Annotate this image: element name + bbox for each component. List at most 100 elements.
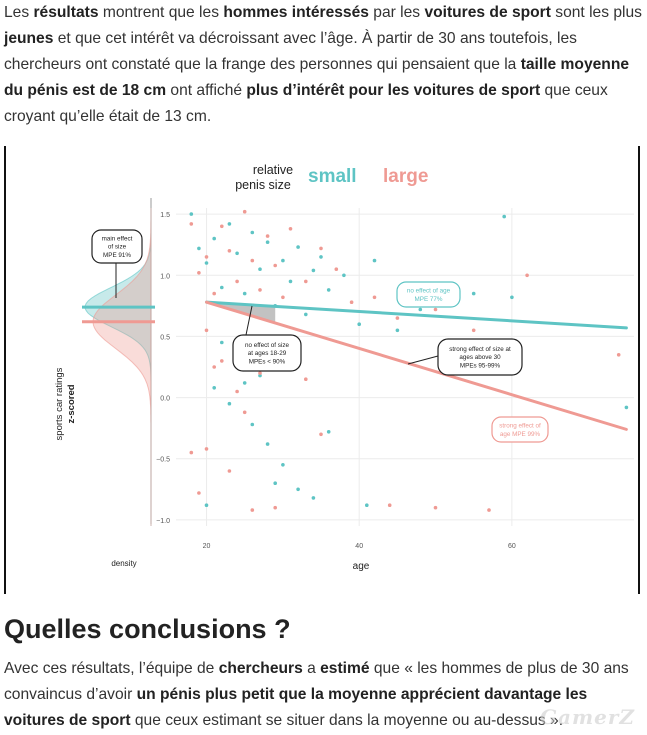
bold-text: voitures de sport bbox=[424, 4, 551, 21]
data-point-large bbox=[250, 508, 255, 512]
data-point-large bbox=[227, 469, 232, 473]
data-point-small bbox=[311, 268, 316, 273]
data-point-small bbox=[471, 291, 476, 296]
data-point-small bbox=[502, 214, 507, 219]
y-axis-label-line2: z-scored bbox=[66, 384, 77, 423]
data-point-small bbox=[212, 386, 216, 390]
text-run: ont affiché bbox=[166, 82, 247, 99]
annotation-text: at ages 18-29 bbox=[248, 350, 287, 357]
density-curve-large bbox=[92, 208, 152, 526]
annotation-box-strong-effect-size bbox=[437, 338, 523, 376]
data-point-large bbox=[319, 246, 323, 251]
annotation-text: MPE 91% bbox=[103, 252, 131, 259]
density-label: density bbox=[111, 559, 136, 568]
data-point-small bbox=[265, 442, 270, 446]
watermark-logo: GamerZ bbox=[539, 705, 635, 729]
data-point-small bbox=[242, 291, 247, 296]
annotation-box-no-effect-age bbox=[396, 281, 461, 308]
data-point-small bbox=[288, 279, 293, 284]
annotation-text: age MPE 99% bbox=[500, 431, 541, 438]
y-tick-label: 1.5 bbox=[160, 212, 170, 219]
data-point-large bbox=[334, 267, 339, 271]
data-point-large bbox=[204, 328, 209, 333]
data-point-large bbox=[204, 255, 209, 259]
data-point-small bbox=[319, 255, 323, 259]
annotation-text: MPEs 95-99% bbox=[460, 362, 501, 369]
data-point-small bbox=[395, 328, 400, 333]
data-point-large bbox=[525, 273, 529, 278]
data-point-large bbox=[235, 279, 239, 284]
text-run: montrent que les bbox=[98, 4, 224, 21]
data-point-large bbox=[395, 316, 400, 320]
data-point-small bbox=[326, 288, 331, 292]
bold-text: résultats bbox=[33, 4, 99, 21]
annotation-text: main effect bbox=[102, 236, 133, 243]
bold-text: plus d’intérêt pour les voitures de spor… bbox=[246, 82, 541, 99]
data-point-large bbox=[197, 271, 201, 275]
data-point-small bbox=[296, 245, 300, 249]
data-point-large bbox=[281, 295, 285, 300]
data-point-small bbox=[227, 401, 232, 406]
annotation-box-strong-effect-age bbox=[491, 416, 549, 443]
bold-text: taille moyenne du pénis est de 18 cm bbox=[4, 56, 630, 99]
data-point-small bbox=[204, 503, 209, 508]
data-point-small bbox=[250, 230, 255, 235]
annotation-text: of size bbox=[108, 244, 127, 251]
data-point-large bbox=[227, 249, 232, 253]
data-point-large bbox=[258, 371, 262, 375]
data-point-small bbox=[304, 312, 308, 317]
data-point-small bbox=[265, 240, 270, 244]
data-point-large bbox=[349, 300, 354, 304]
annotation-pointer bbox=[245, 305, 253, 336]
text-run: que ceux croyant qu’elle était de 13 cm. bbox=[4, 82, 608, 125]
y-tick-label: 0.0 bbox=[160, 396, 170, 403]
text-run: que ceux estimant se situer dans la moye… bbox=[130, 712, 564, 729]
data-point-small bbox=[510, 295, 514, 300]
data-point-small bbox=[273, 481, 278, 486]
data-point-small bbox=[624, 405, 629, 410]
data-point-small bbox=[189, 212, 194, 216]
legend-small: small bbox=[308, 166, 357, 187]
data-point-small bbox=[342, 273, 346, 278]
data-point-small bbox=[242, 381, 247, 385]
annotation-text: MPE 77% bbox=[415, 296, 443, 303]
text-run: et que cet intérêt va décroissant avec l… bbox=[4, 30, 577, 73]
y-tick-label: −0.5 bbox=[156, 457, 170, 464]
text-run: a bbox=[302, 660, 321, 677]
data-point-small bbox=[212, 236, 216, 241]
annotation-text: MPEs < 90% bbox=[249, 358, 286, 365]
data-point-large bbox=[273, 505, 278, 510]
data-point-large bbox=[372, 295, 377, 300]
data-point-large bbox=[273, 263, 278, 268]
annotation-pointer bbox=[407, 355, 439, 365]
text-run: Les bbox=[4, 4, 34, 21]
annotation-text: strong effect of size at bbox=[449, 346, 511, 353]
bold-text: un pénis plus petit que la moyenne appré… bbox=[4, 686, 588, 729]
data-point-large bbox=[433, 307, 438, 312]
annotation-text: no effect of size bbox=[245, 342, 289, 349]
legend-large: large bbox=[383, 166, 428, 187]
text-run: que « les hommes de plus de 30 ans conva… bbox=[4, 660, 629, 703]
annotation-text: ages above 30 bbox=[459, 354, 501, 361]
annotation-box-no-effect-young bbox=[232, 334, 302, 372]
y-tick-label: 1.0 bbox=[160, 273, 170, 280]
data-point-large bbox=[220, 224, 224, 229]
data-point-large bbox=[220, 359, 224, 363]
data-point-large bbox=[212, 291, 216, 296]
data-point-small bbox=[418, 307, 423, 312]
annotation-box-main-effect bbox=[91, 229, 143, 264]
scatter-chart: 1.5 1.0 0.5 0.0 −0.5 −1.0 20 40 60 relativepenis … bbox=[54, 163, 634, 572]
data-point-small bbox=[204, 261, 209, 265]
data-point-small bbox=[235, 251, 239, 256]
data-point-large bbox=[319, 432, 323, 437]
data-point-large bbox=[288, 227, 293, 231]
trend-line-small bbox=[205, 300, 628, 330]
data-point-small bbox=[258, 373, 262, 378]
data-point-large bbox=[433, 505, 438, 510]
text-run: sont les plus bbox=[550, 4, 642, 21]
y-tick-label: 0.5 bbox=[160, 334, 170, 341]
legend-title-line1: relative bbox=[253, 163, 293, 177]
data-point-small bbox=[227, 222, 232, 226]
data-point-large bbox=[258, 288, 262, 292]
data-point-large bbox=[189, 450, 194, 455]
